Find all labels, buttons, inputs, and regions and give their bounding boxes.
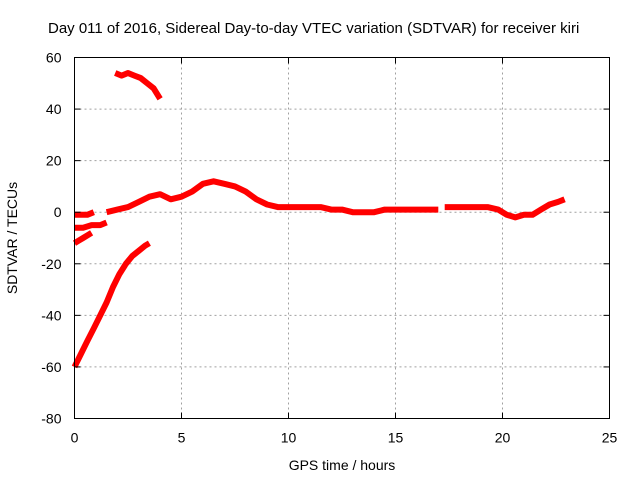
y-tick-label: 0 (54, 204, 62, 220)
chart-title: Day 011 of 2016, Sidereal Day-to-day VTE… (48, 20, 579, 37)
x-tick-label: 5 (178, 430, 186, 446)
y-tick-label: -20 (41, 256, 61, 272)
axis-ticks: 0 5 10 15 20 25 -80 -60 -40 -20 0 20 40 60 (41, 50, 617, 446)
series-arc-4 (74, 219, 108, 231)
x-axis-label: GPS time / hours (289, 457, 396, 473)
series-arc-5 (74, 209, 95, 218)
x-tick-label: 25 (602, 430, 618, 446)
series-arc-6 (105, 178, 439, 216)
y-tick-label: 20 (46, 153, 62, 169)
series-arc-3 (72, 230, 94, 246)
y-tick-label: -80 (41, 411, 61, 427)
y-tick-label: 60 (46, 50, 62, 66)
x-tick-label: 10 (281, 430, 297, 446)
x-tick-label: 20 (495, 430, 511, 446)
series-arc-2 (114, 70, 163, 101)
grid (74, 57, 610, 419)
y-tick-label: -40 (41, 307, 61, 323)
y-tick-label: 40 (46, 101, 62, 117)
y-tick-label: -60 (41, 359, 61, 375)
plot-frame (74, 57, 610, 419)
series-arc-7 (444, 196, 566, 221)
x-tick-label: 15 (388, 430, 404, 446)
series-arc-1 (71, 240, 151, 369)
x-tick-label: 0 (71, 430, 79, 446)
data-series (71, 70, 566, 369)
y-axis-label: SDTVAR / TECUs (4, 182, 20, 294)
